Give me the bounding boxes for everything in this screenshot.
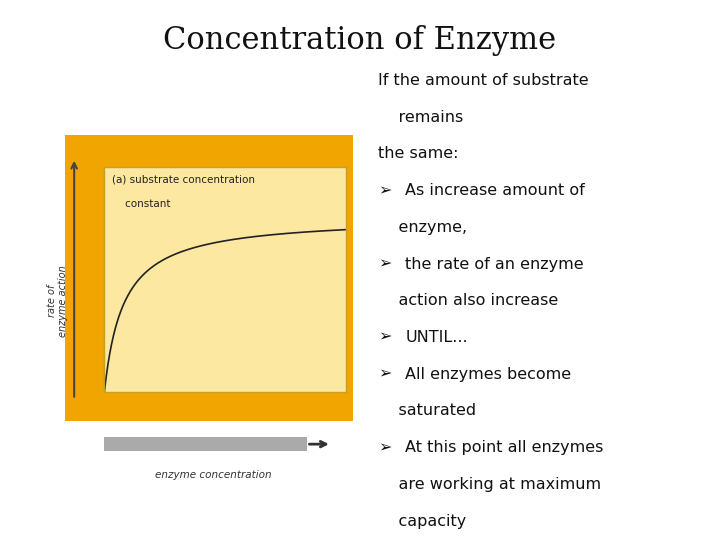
Text: ➢: ➢: [378, 440, 392, 455]
Text: ➢: ➢: [378, 183, 392, 198]
Text: If the amount of substrate: If the amount of substrate: [378, 73, 589, 88]
Text: rate of
enzyme action: rate of enzyme action: [47, 265, 68, 337]
Bar: [65, 135, 353, 421]
Text: remains: remains: [378, 110, 463, 125]
Text: UNTIL...: UNTIL...: [405, 330, 468, 345]
Text: capacity: capacity: [378, 514, 467, 529]
Text: ➢: ➢: [378, 367, 392, 382]
Text: As increase amount of: As increase amount of: [405, 183, 585, 198]
Text: action also increase: action also increase: [378, 293, 558, 308]
Text: At this point all enzymes: At this point all enzymes: [405, 440, 604, 455]
Bar: [104, 437, 307, 451]
Text: All enzymes become: All enzymes become: [405, 367, 572, 382]
Text: saturated: saturated: [378, 403, 476, 418]
Text: the same:: the same:: [378, 146, 459, 161]
Text: ➢: ➢: [378, 330, 392, 345]
Text: Concentration of Enzyme: Concentration of Enzyme: [163, 25, 557, 56]
Text: constant: constant: [112, 199, 170, 209]
Text: (a) substrate concentration: (a) substrate concentration: [112, 174, 255, 184]
Text: are working at maximum: are working at maximum: [378, 477, 601, 492]
Text: enzyme,: enzyme,: [378, 220, 467, 235]
Text: ➢: ➢: [378, 256, 392, 272]
Text: enzyme concentration: enzyme concentration: [155, 470, 271, 480]
Text: the rate of an enzyme: the rate of an enzyme: [405, 256, 584, 272]
